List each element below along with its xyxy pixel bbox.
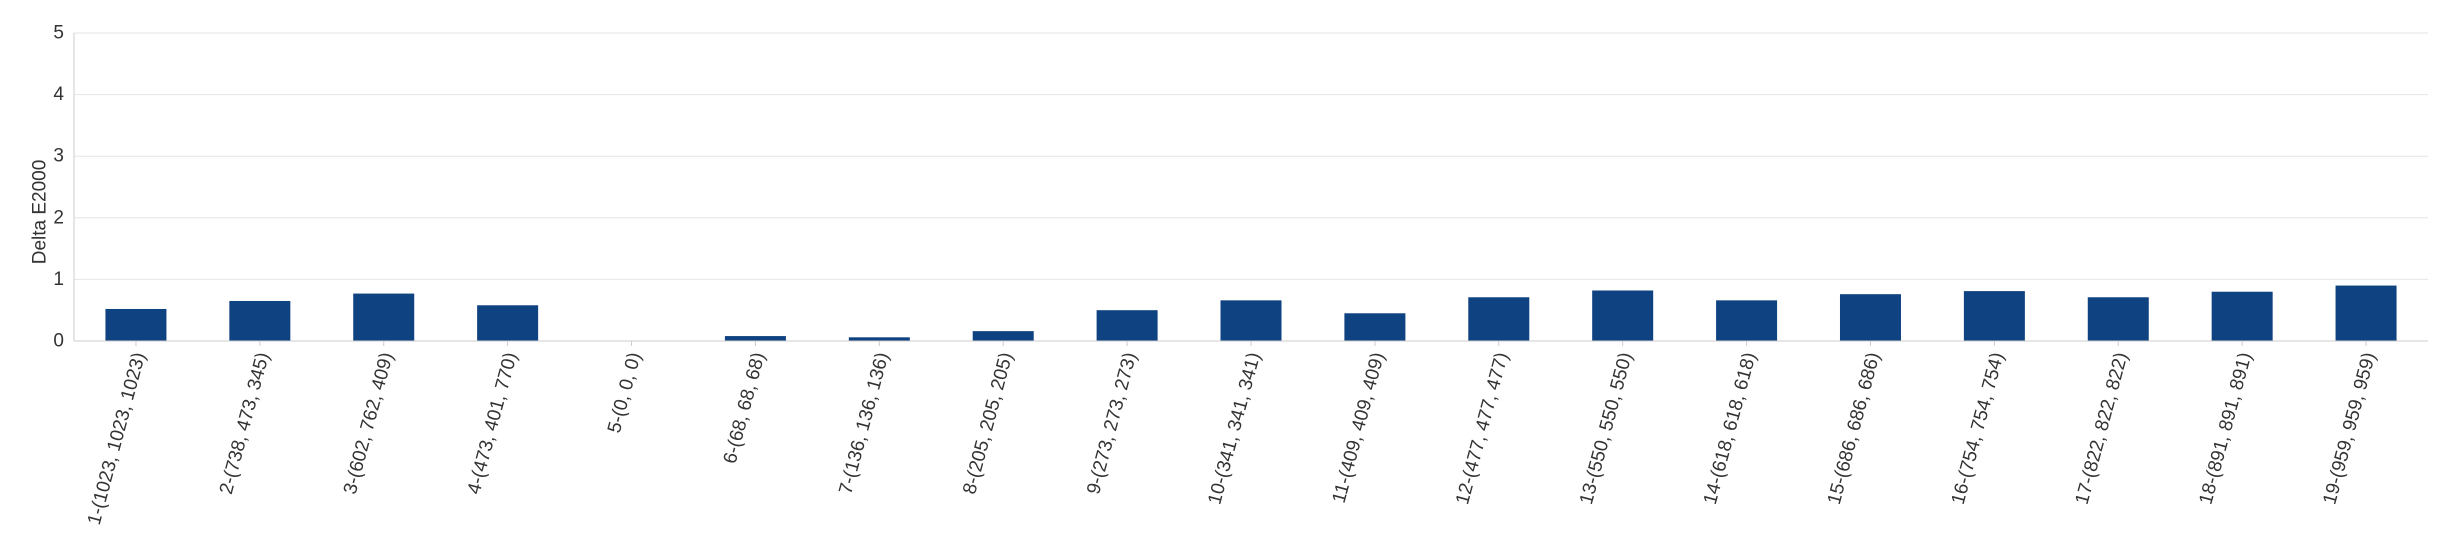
x-tick-label: 3-(602, 762, 409) [340,350,398,496]
x-tick-label: 7-(136, 136, 136) [835,350,893,496]
bar-16[interactable] [1963,291,2025,341]
bar-7[interactable] [848,337,910,341]
y-tick-label: 1 [53,269,64,290]
bar-13[interactable] [1592,290,1654,341]
bar-10[interactable] [1220,300,1282,341]
x-tick-label: 9-(273, 273, 273) [1083,350,1141,496]
bar-2[interactable] [229,300,291,341]
x-tick-label: 2-(738, 473, 345) [216,350,274,496]
x-tick-label: 19-(959, 959, 959) [2319,350,2380,506]
x-tick-label: 13-(550, 550, 550) [1576,350,1637,506]
bars [105,285,2397,341]
bar-4[interactable] [477,305,539,341]
x-tick-label: 15-(686, 686, 686) [1824,350,1885,506]
y-axis-title: Delta E2000 [30,160,51,265]
x-tick-label: 1-(1023, 1023, 1023) [84,350,150,527]
bar-12[interactable] [1468,297,1530,341]
bar-8[interactable] [972,331,1034,341]
x-tick-label: 4-(473, 401, 770) [464,350,522,496]
x-tick-label: 5-(0, 0, 0) [604,350,646,435]
x-tick-label: 8-(205, 205, 205) [959,350,1017,496]
bar-17[interactable] [2087,297,2149,341]
bar-19[interactable] [2335,285,2397,341]
bar-14[interactable] [1716,300,1778,341]
x-tick-label: 17-(822, 822, 822) [2072,350,2133,506]
x-tick-label: 11-(409, 409, 409) [1329,350,1389,505]
y-tick-label: 2 [53,207,64,228]
bar-15[interactable] [1839,294,1901,341]
bar-9[interactable] [1096,310,1158,341]
y-tick-label: 3 [53,146,64,167]
bar-11[interactable] [1344,313,1406,341]
bar-1[interactable] [105,308,167,341]
x-tick-labels: 1-(1023, 1023, 1023) 2-(738, 473, 345) 3-(… [84,350,2380,527]
gridlines [74,32,2428,280]
x-tick-label: 14-(618, 618, 618) [1700,350,1761,506]
y-tick-label: 4 [53,84,64,105]
bar-6[interactable] [724,336,786,341]
y-tick-label: 5 [53,23,64,44]
y-tick-labels: 0 1 2 3 4 5 [53,23,64,352]
x-tick-label: 10-(341, 341, 341) [1204,350,1265,506]
x-tick-label: 16-(754, 754, 754) [1948,350,2009,506]
x-tick-label: 18-(891, 891, 891) [2196,350,2257,506]
x-tick-label: 12-(477, 477, 477) [1452,350,1513,506]
bar-18[interactable] [2211,291,2273,341]
y-tick-label: 0 [53,331,64,352]
x-tick-label: 6-(68, 68, 68) [720,350,770,466]
bar-3[interactable] [353,293,415,341]
axes [73,33,2428,346]
